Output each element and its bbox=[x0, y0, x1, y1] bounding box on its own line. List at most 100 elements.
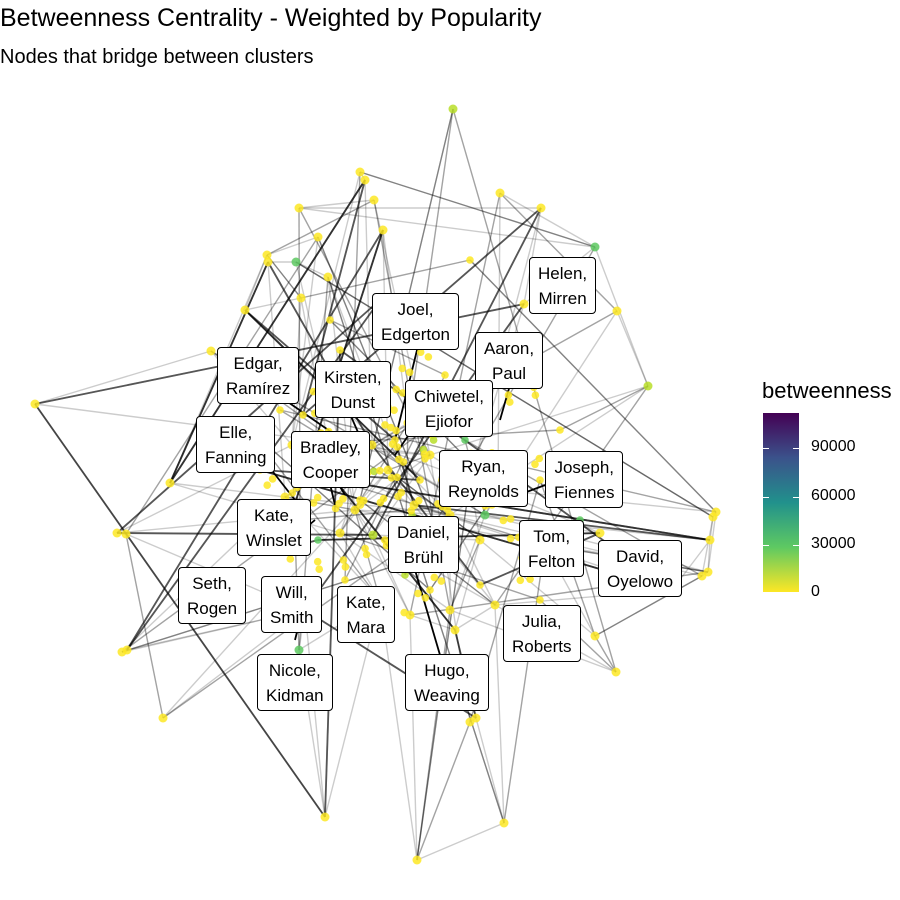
label-line: Mara bbox=[346, 618, 386, 637]
network-node bbox=[531, 460, 539, 469]
label-line: Chiwetel, bbox=[414, 387, 484, 406]
network-node bbox=[504, 391, 513, 399]
network-node bbox=[441, 371, 449, 379]
network-edge bbox=[379, 599, 418, 861]
network-node bbox=[611, 667, 621, 677]
label-joel-edgerton: Joel, Edgerton bbox=[372, 293, 459, 350]
network-node bbox=[294, 645, 304, 655]
network-node bbox=[291, 257, 301, 267]
label-line: Felton bbox=[528, 552, 576, 571]
network-node bbox=[320, 812, 330, 822]
network-edge bbox=[594, 575, 703, 637]
network-edge bbox=[469, 259, 717, 513]
network-edge bbox=[266, 254, 302, 299]
network-node bbox=[313, 493, 322, 502]
network-edge bbox=[382, 229, 389, 471]
label-line: Julia, bbox=[521, 612, 562, 631]
network-node bbox=[399, 458, 408, 466]
label-david-oyelowo: David, Oyelowo bbox=[598, 540, 683, 597]
network-node bbox=[360, 496, 368, 505]
network-node bbox=[708, 512, 718, 522]
label-julia-roberts: Julia, Roberts bbox=[503, 605, 581, 662]
network-node bbox=[466, 256, 474, 264]
network-edge bbox=[559, 385, 649, 431]
network-node bbox=[206, 346, 216, 356]
network-node bbox=[392, 385, 401, 394]
network-edge bbox=[594, 575, 703, 637]
network-edge bbox=[469, 259, 717, 513]
network-edge bbox=[302, 179, 366, 416]
network-node bbox=[240, 305, 250, 315]
network-edge bbox=[359, 171, 596, 248]
network-edge bbox=[359, 171, 596, 248]
network-node bbox=[390, 406, 398, 415]
network-edge bbox=[523, 207, 542, 305]
label-line: David, bbox=[615, 547, 665, 566]
label-line: Elle, bbox=[219, 423, 253, 442]
network-node bbox=[370, 467, 378, 476]
network-edge bbox=[334, 479, 546, 546]
network-edge bbox=[409, 614, 456, 631]
network-edge bbox=[475, 717, 505, 824]
label-line: Winslet bbox=[246, 531, 302, 550]
network-node bbox=[381, 536, 389, 544]
network-edge bbox=[334, 479, 711, 541]
network-edge bbox=[266, 199, 375, 256]
network-node bbox=[336, 346, 344, 354]
network-node bbox=[341, 576, 349, 584]
label-will-smith: Will, Smith bbox=[261, 576, 323, 633]
network-edge bbox=[372, 207, 542, 536]
network-node bbox=[368, 530, 378, 540]
network-edge bbox=[126, 299, 381, 651]
network-edge bbox=[300, 259, 471, 299]
network-node bbox=[480, 510, 490, 520]
network-node bbox=[424, 353, 433, 361]
network-node bbox=[531, 391, 540, 400]
network-node bbox=[437, 577, 446, 585]
network-node bbox=[294, 203, 304, 213]
legend-tick-mark bbox=[763, 545, 769, 546]
network-edge bbox=[416, 721, 471, 861]
label-line: Cooper bbox=[302, 463, 359, 482]
label-helen-mirren: Helen, Mirren bbox=[529, 257, 597, 314]
label-line: Mirren bbox=[538, 289, 587, 308]
network-edge bbox=[244, 297, 302, 311]
network-edge bbox=[298, 207, 596, 248]
network-node bbox=[415, 496, 423, 505]
label-line: Edgar, bbox=[233, 354, 283, 373]
network-edge bbox=[34, 350, 212, 405]
label-line: Kate, bbox=[346, 593, 386, 612]
legend-tick-mark bbox=[793, 545, 799, 546]
network-edge bbox=[295, 261, 714, 518]
label-line: Brühl bbox=[403, 548, 444, 567]
network-edge bbox=[449, 539, 481, 611]
network-node bbox=[355, 167, 365, 177]
network-edge bbox=[499, 192, 596, 248]
label-line: Weaving bbox=[414, 686, 480, 705]
label-edgar-ramirez: Edgar, Ramírez bbox=[217, 347, 300, 404]
network-node bbox=[490, 600, 500, 610]
network-node bbox=[506, 398, 514, 406]
label-line: Dunst bbox=[330, 393, 376, 412]
network-edge bbox=[449, 539, 481, 611]
network-edge bbox=[266, 236, 319, 256]
network-node bbox=[387, 474, 396, 482]
label-line: Joseph, bbox=[554, 458, 615, 477]
label-leader-line bbox=[499, 384, 511, 421]
label-line: Seth, bbox=[192, 574, 232, 593]
network-edge bbox=[334, 479, 711, 541]
legend-tick-label: 90000 bbox=[811, 438, 856, 455]
label-kate-mara: Kate, Mara bbox=[337, 586, 395, 643]
network-node bbox=[426, 586, 434, 594]
network-edge bbox=[354, 509, 451, 516]
network-edge bbox=[295, 261, 714, 518]
network-node bbox=[499, 818, 509, 828]
network-node bbox=[421, 455, 429, 463]
network-edge bbox=[295, 261, 329, 278]
network-node bbox=[323, 272, 333, 282]
network-node bbox=[339, 495, 347, 503]
network-node bbox=[407, 506, 416, 515]
network-edge bbox=[407, 108, 454, 424]
network-edge bbox=[499, 192, 618, 312]
network-edge bbox=[449, 514, 486, 611]
